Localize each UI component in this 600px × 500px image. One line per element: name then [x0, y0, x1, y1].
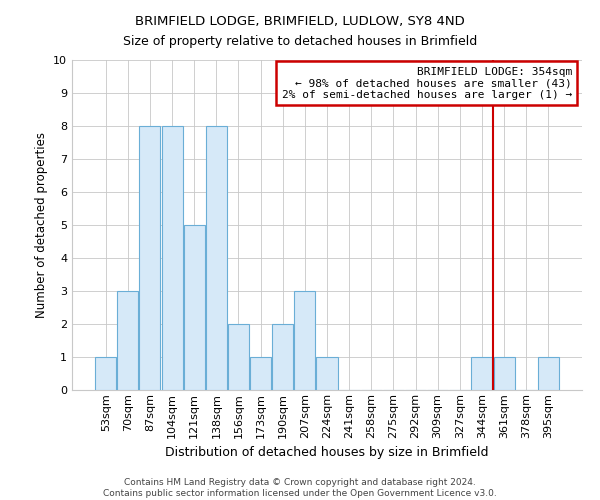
Y-axis label: Number of detached properties: Number of detached properties [35, 132, 47, 318]
Bar [295, 291, 316, 390]
Bar [272, 324, 293, 390]
Bar [228, 324, 249, 390]
Bar [316, 357, 338, 390]
X-axis label: Distribution of detached houses by size in Brimfield: Distribution of detached houses by size … [165, 446, 489, 459]
Bar [184, 225, 205, 390]
Bar [118, 291, 139, 390]
Bar [472, 357, 493, 390]
Text: Size of property relative to detached houses in Brimfield: Size of property relative to detached ho… [123, 35, 477, 48]
Bar [250, 357, 271, 390]
Bar [538, 357, 559, 390]
Bar [95, 357, 116, 390]
Text: BRIMFIELD LODGE, BRIMFIELD, LUDLOW, SY8 4ND: BRIMFIELD LODGE, BRIMFIELD, LUDLOW, SY8 … [135, 15, 465, 28]
Text: BRIMFIELD LODGE: 354sqm
← 98% of detached houses are smaller (43)
2% of semi-det: BRIMFIELD LODGE: 354sqm ← 98% of detache… [281, 66, 572, 100]
Bar [494, 357, 515, 390]
Bar [139, 126, 160, 390]
Text: Contains HM Land Registry data © Crown copyright and database right 2024.
Contai: Contains HM Land Registry data © Crown c… [103, 478, 497, 498]
Bar [206, 126, 227, 390]
Bar [161, 126, 182, 390]
